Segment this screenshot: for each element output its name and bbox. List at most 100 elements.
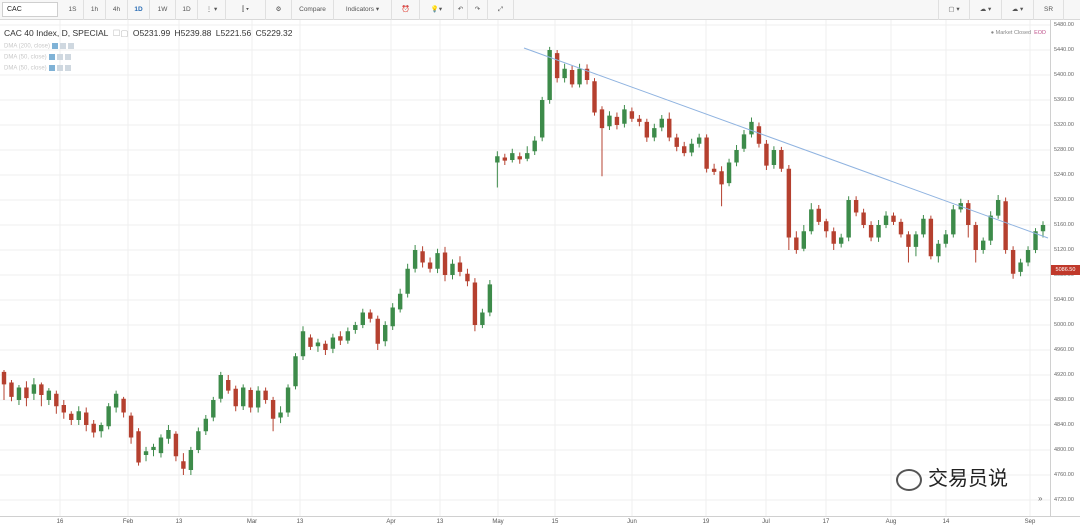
candle [584,64,590,85]
candle-body [128,415,134,438]
layout-icon[interactable]: ▢ ▾ [938,0,970,20]
indicators-button[interactable]: Indicators ▾ [334,0,392,20]
ma-row-1: DMA (200, close) [4,43,75,50]
candle [786,165,792,250]
candle-body [988,215,993,241]
candle [554,50,560,83]
time-tick-label: 13 [296,519,304,525]
interval-1h-button[interactable]: 1h [84,0,106,20]
interval-1w-button[interactable]: 1W [150,0,176,20]
undo-icon[interactable]: ↶ [454,0,468,20]
candle-body [726,162,732,184]
trendline [523,47,1049,239]
candle-body [928,218,934,257]
candle [741,130,747,152]
candle [921,215,926,238]
candle [255,386,261,413]
candle-body [323,343,328,350]
candle-body [151,446,156,450]
candle-body [181,461,186,469]
candle-body [868,225,874,238]
candle-body [427,262,433,269]
lightbulb-icon[interactable]: 💡▾ [420,0,454,20]
candle-body [84,412,89,425]
candle-body [846,200,851,238]
candle-body [622,109,627,124]
close-icon[interactable] [64,54,71,60]
eye-icon[interactable] [48,65,55,71]
legend-open: O5231.99 [132,28,171,38]
legend-settings-icon[interactable]: ☐▢ [112,28,129,38]
candle-body [240,387,246,407]
candle [599,106,605,177]
price-tick-label: 5040.00 [1054,297,1074,303]
candle [794,231,799,254]
candle [233,385,238,412]
eye-icon[interactable] [48,54,55,60]
candle-body [913,234,919,247]
candle [1018,258,1023,277]
price-tick-label: 5160.00 [1054,222,1074,228]
candle-body [435,253,440,269]
candle-body [390,307,395,327]
candle-body [353,325,358,330]
candle-body [263,390,268,400]
settings-icon[interactable] [56,65,63,71]
candle-body [779,150,784,169]
gear-icon[interactable]: ⚙ [266,0,292,20]
candle-body [1,371,7,385]
candle [891,212,896,225]
top-toolbar: CAC 1S 1h 4h 1D 1W 1D ⋮ ▾ ⫿ ▾ ⚙ Compare … [0,0,1080,20]
close-icon[interactable] [68,43,75,49]
candle-body [196,431,201,450]
candle [61,400,66,419]
interval-4h-button[interactable]: 4h [106,0,128,20]
symbol-input[interactable]: CAC [2,2,58,17]
compare-button[interactable]: Compare [292,0,334,20]
alert-icon[interactable]: ⏰ [392,0,420,20]
price-chart[interactable] [0,20,1050,516]
candle-body [39,384,44,395]
candle-body [480,312,485,325]
close-icon[interactable] [64,65,71,71]
candle-body [876,225,881,238]
eye-icon[interactable] [52,43,59,49]
candle-body [487,284,493,313]
settings-icon[interactable] [60,43,67,49]
candle-body [285,387,291,413]
chart-style-icon[interactable]: ⫿ ▾ [226,0,266,20]
candle-body [98,425,104,432]
scroll-right-icon[interactable]: » [1038,494,1043,503]
candle-body [921,218,926,235]
candle-body [345,331,351,341]
candle [16,385,22,405]
interval-1s-button[interactable]: 1S [62,0,84,20]
cloud-icon[interactable]: ☁ ▾ [970,0,1002,20]
candle [696,133,702,148]
sr-button[interactable]: SR [1034,0,1064,20]
fullscreen-icon[interactable]: ⤢ [488,0,514,20]
candle-body [158,437,164,454]
candle-body [599,109,605,129]
candle-body [629,111,635,119]
candle [300,326,306,360]
candle [749,117,754,138]
time-axis[interactable]: 16 Feb 13 Mar 13 Apr 13 May 15 Jun 19 Jul 17 Aug 14 Sep [0,516,1080,528]
time-tick-label: Apr [386,519,396,525]
more-intervals-icon[interactable]: ⋮ ▾ [198,0,226,20]
candle [853,196,859,217]
candle [412,245,418,273]
interval-1d-button[interactable]: 1D [128,0,150,20]
interval-1d-alt-button[interactable]: 1D [176,0,198,20]
candle [173,431,179,462]
candle [547,46,552,104]
candle [435,248,440,274]
cloud-upload-icon[interactable]: ☁ ▾ [1002,0,1034,20]
candle-body [554,53,560,79]
settings-icon[interactable] [56,54,63,60]
candle-body [667,118,672,138]
candle [9,380,14,402]
candle-body [652,128,657,138]
redo-icon[interactable]: ↷ [468,0,488,20]
candle-body [270,400,276,419]
